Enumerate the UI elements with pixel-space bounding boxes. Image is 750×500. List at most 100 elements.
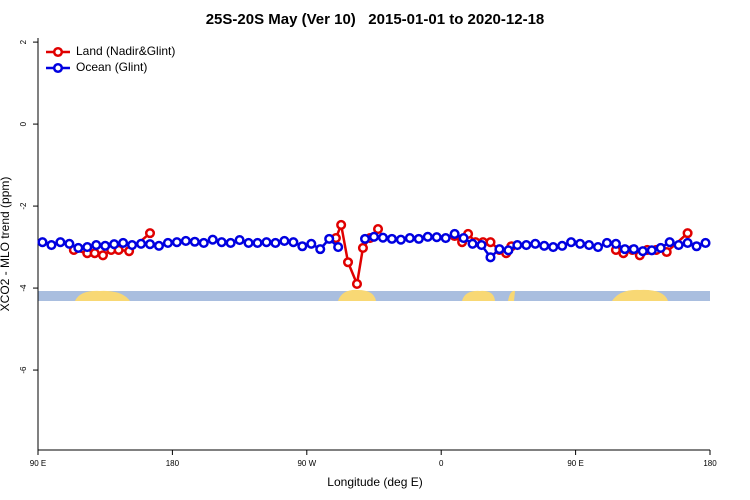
- point: [691, 241, 702, 252]
- point: [234, 235, 245, 246]
- point: [512, 239, 523, 251]
- point: [324, 233, 335, 244]
- point: [171, 237, 182, 248]
- x-tick-label: 90 W: [297, 459, 316, 468]
- point: [467, 238, 478, 249]
- x-tick-label: 90 E: [567, 459, 583, 468]
- point: [153, 240, 165, 251]
- y-axis-label: XCO2 - MLO trend (ppm): [0, 177, 12, 312]
- point: [351, 278, 363, 290]
- point: [682, 228, 693, 239]
- point: [673, 239, 684, 251]
- point: [575, 238, 586, 249]
- point: [646, 245, 657, 256]
- point: [637, 246, 648, 257]
- point: [539, 240, 550, 251]
- point: [270, 237, 281, 249]
- point: [82, 242, 93, 253]
- point: [198, 237, 209, 249]
- point: [97, 250, 109, 261]
- y-tick-label: -2: [19, 202, 28, 210]
- point: [243, 237, 254, 249]
- point: [494, 244, 505, 255]
- legend-label: Ocean (Glint): [76, 60, 147, 74]
- point: [530, 238, 541, 249]
- point: [377, 232, 389, 243]
- point: [655, 242, 666, 253]
- point: [592, 242, 604, 253]
- x-tick-label: 0: [439, 459, 444, 468]
- point: [700, 237, 711, 249]
- point: [336, 219, 347, 230]
- point: [109, 239, 120, 250]
- legend-marker: [52, 46, 64, 58]
- point: [583, 239, 595, 251]
- land-patch: [338, 289, 376, 301]
- point: [37, 237, 48, 248]
- point: [73, 242, 84, 253]
- point: [449, 228, 460, 240]
- x-tick-label: 180: [166, 459, 180, 468]
- point: [342, 257, 354, 268]
- y-tick-label: -6: [19, 366, 28, 374]
- point: [118, 237, 129, 249]
- point: [557, 240, 568, 251]
- point: [144, 239, 156, 250]
- surface-mask: [38, 289, 710, 301]
- y-tick-label: 2: [19, 39, 28, 44]
- point: [386, 233, 397, 244]
- x-tick-label: 180: [703, 459, 717, 468]
- point: [440, 233, 451, 244]
- point: [216, 237, 227, 248]
- point: [664, 237, 675, 248]
- x-axis-label: Longitude (deg E): [327, 475, 422, 489]
- point: [144, 228, 156, 239]
- land-patch: [462, 290, 495, 301]
- point: [225, 237, 236, 249]
- x-tick-label: 90 E: [30, 459, 46, 468]
- y-tick-label: -4: [19, 284, 28, 292]
- legend-marker: [52, 62, 64, 74]
- point: [404, 233, 415, 244]
- point: [619, 244, 630, 255]
- point: [566, 237, 577, 248]
- point: [100, 240, 111, 251]
- point: [372, 223, 384, 235]
- point: [315, 244, 326, 255]
- point: [297, 241, 308, 252]
- point: [162, 237, 173, 249]
- point: [682, 237, 693, 249]
- point: [261, 237, 272, 248]
- point: [458, 233, 469, 244]
- point: [180, 235, 191, 246]
- point: [610, 238, 621, 249]
- point: [628, 244, 639, 255]
- point: [357, 242, 368, 253]
- chart-title: 25S-20S May (Ver 10) 2015-01-01 to 2020-…: [206, 11, 545, 28]
- point: [395, 234, 406, 245]
- point: [189, 236, 200, 247]
- point: [485, 252, 496, 263]
- point: [521, 239, 532, 251]
- point: [91, 239, 102, 251]
- point: [368, 231, 380, 242]
- point: [413, 233, 424, 244]
- legend-label: Land (Nadir&Glint): [76, 44, 175, 58]
- point: [431, 232, 442, 243]
- point: [548, 242, 559, 253]
- point: [503, 245, 514, 256]
- point: [288, 237, 299, 248]
- y-tick-label: 0: [19, 121, 28, 126]
- point: [89, 248, 100, 259]
- point: [55, 237, 66, 248]
- point: [359, 233, 371, 244]
- point: [252, 237, 263, 249]
- land-patch: [612, 289, 668, 301]
- point: [279, 235, 290, 246]
- land-patch: [508, 290, 515, 301]
- land-patch: [75, 290, 130, 301]
- point: [601, 237, 613, 249]
- point: [306, 238, 317, 249]
- point: [333, 242, 344, 253]
